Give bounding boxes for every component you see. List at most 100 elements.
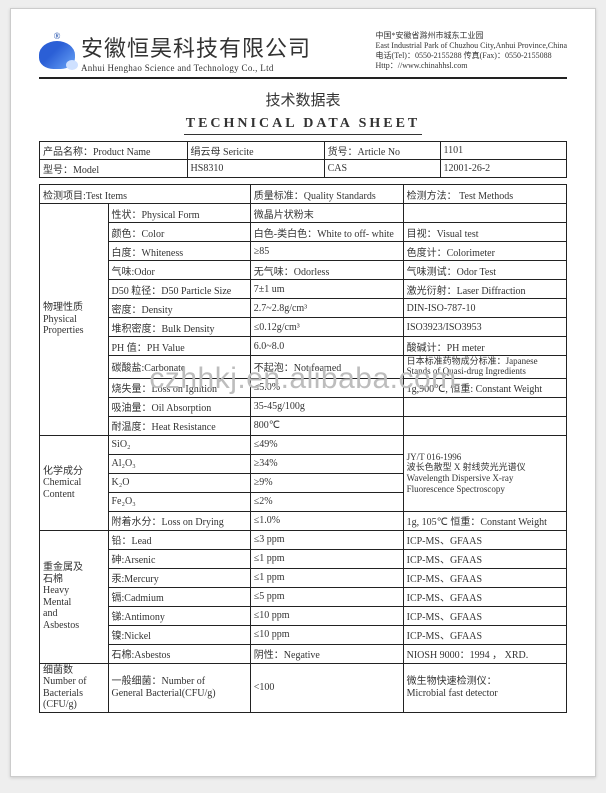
cell: ICP-MS、GFAAS — [403, 549, 566, 568]
cell: 颜色：Color — [108, 223, 250, 242]
cell: ICP-MS、GFAAS — [403, 625, 566, 644]
title-en: TECHNICAL DATA SHEET — [184, 116, 423, 135]
cell: DIN-ISO-787-10 — [403, 299, 566, 318]
cell: ≥9% — [250, 473, 403, 492]
cell: ISO3923/ISO3953 — [403, 318, 566, 337]
cell: Fe₂O₃ — [108, 492, 250, 511]
cas-label: CAS — [324, 160, 440, 178]
cell: ≤10 ppm — [250, 606, 403, 625]
cell: 无气味：Odorless — [250, 261, 403, 280]
data-table: 检测项目:Test Items 质量标准：Quality Standards 检… — [39, 184, 567, 713]
product-label: 产品名称：Product Name — [40, 142, 188, 160]
section-chemical: 化学成分ChemicalContent — [40, 435, 109, 530]
cell: ≤2% — [250, 492, 403, 511]
cell — [403, 416, 566, 435]
cell: 吸油量：Oil Absorption — [108, 397, 250, 416]
cell: ICP-MS、GFAAS — [403, 606, 566, 625]
cell: 镉:Cadmium — [108, 587, 250, 606]
cell: 微生物快速检测仪：Microbial fast detector — [403, 663, 566, 712]
model-value: HS8310 — [187, 160, 324, 178]
website: Http：//www.chinahhsl.com — [376, 61, 567, 71]
cell: Al₂O₃ — [108, 454, 250, 473]
cell: ≤5.0% — [250, 378, 403, 397]
cell — [403, 397, 566, 416]
cell: 1g, 105℃ 恒重：Constant Weight — [403, 511, 566, 530]
cell: 耐温度：Heat Resistance — [108, 416, 250, 435]
cell: 烧失量：Loss on Ignition — [108, 378, 250, 397]
document-page: czhhkj.en.alibaba.com ® 安徽恒昊科技有限公司 Anhui… — [10, 8, 596, 777]
cell: PH 值：PH Value — [108, 337, 250, 356]
cell: ≥34% — [250, 454, 403, 473]
cell: ICP-MS、GFAAS — [403, 530, 566, 549]
col-test: 检测项目:Test Items — [40, 185, 251, 204]
company-logo — [39, 41, 75, 69]
addr-cn: 中国*安徽省滁州市城东工业园 — [376, 31, 567, 41]
cell: 性状：Physical Form — [108, 204, 250, 223]
header-rule — [39, 77, 567, 79]
cell: 气味测试：Odor Test — [403, 261, 566, 280]
product-value: 绢云母 Sericite — [187, 142, 324, 160]
cell: 激光衍射：Laser Diffraction — [403, 280, 566, 299]
cell: 日本标准药物成分标准：JapaneseStands of Quasi-drug … — [403, 356, 566, 379]
cell: 白度：Whiteness — [108, 242, 250, 261]
cell: JY/T 016-1996波长色散型 X 射线荧光光谱仪Wavelength D… — [403, 435, 566, 511]
cell: 800℃ — [250, 416, 403, 435]
article-value: 1101 — [440, 142, 567, 160]
cell — [403, 204, 566, 223]
title-cn: 技术数据表 — [39, 89, 567, 110]
cell: 不起泡：Not foamed — [250, 356, 403, 379]
letterhead: ® 安徽恒昊科技有限公司 Anhui Henghao Science and T… — [39, 31, 567, 73]
cell: 1g,900℃, 恒重: Constant Weight — [403, 378, 566, 397]
tel-fax: 电话(Tel)：0550-2155288 传真(Fax)：0550-215508… — [376, 51, 567, 61]
article-label: 货号：Article No — [324, 142, 440, 160]
cell: NIOSH 9000：1994 ， XRD. — [403, 644, 566, 663]
cell: 锑:Antimony — [108, 606, 250, 625]
col-std: 质量标准：Quality Standards — [250, 185, 403, 204]
cell: 铅：Lead — [108, 530, 250, 549]
cell: ≤3 ppm — [250, 530, 403, 549]
cell: 密度：Density — [108, 299, 250, 318]
cell: 阴性：Negative — [250, 644, 403, 663]
cell: 6.0~8.0 — [250, 337, 403, 356]
cell: ≤10 ppm — [250, 625, 403, 644]
section-bacterial: 细菌数Number ofBacterials(CFU/g) — [40, 663, 109, 712]
cell: 汞:Mercury — [108, 568, 250, 587]
cell: D50 粒径：D50 Particle Size — [108, 280, 250, 299]
cell: K₂O — [108, 473, 250, 492]
cell: ≤1 ppm — [250, 568, 403, 587]
cell: ≤1 ppm — [250, 549, 403, 568]
section-heavy: 重金属及石棉HeavyMentalandAsbestos — [40, 530, 109, 663]
cell: SiO₂ — [108, 435, 250, 454]
cell: 7±1 um — [250, 280, 403, 299]
cell: ICP-MS、GFAAS — [403, 587, 566, 606]
cell: 镍:Nickel — [108, 625, 250, 644]
cell: 碳酸盐:Carbonate — [108, 356, 250, 379]
cell: 一般细菌：Number ofGeneral Bacterial(CFU/g) — [108, 663, 250, 712]
cell: 2.7~2.8g/cm³ — [250, 299, 403, 318]
cell: ≥85 — [250, 242, 403, 261]
cell: 砷:Arsenic — [108, 549, 250, 568]
cell: <100 — [250, 663, 403, 712]
company-name-en: Anhui Henghao Science and Technology Co.… — [81, 63, 311, 73]
cell: ≤49% — [250, 435, 403, 454]
cell: ≤0.12g/cm³ — [250, 318, 403, 337]
cell: 色度计：Colorimeter — [403, 242, 566, 261]
col-method: 检测方法： Test Methods — [403, 185, 566, 204]
model-label: 型号：Model — [40, 160, 188, 178]
section-physical: 物理性质PhysicalProperties — [40, 204, 109, 436]
cell: 35-45g/100g — [250, 397, 403, 416]
cell: ≤1.0% — [250, 511, 403, 530]
cell: 目视：Visual test — [403, 223, 566, 242]
header-table: 产品名称：Product Name 绢云母 Sericite 货号：Articl… — [39, 141, 567, 178]
registered-mark: ® — [54, 31, 61, 41]
cell: 白色-类白色：White to off- white — [250, 223, 403, 242]
cell: ≤5 ppm — [250, 587, 403, 606]
company-name-cn: 安徽恒昊科技有限公司 — [81, 31, 311, 63]
cell: ICP-MS、GFAAS — [403, 568, 566, 587]
cas-value: 12001-26-2 — [440, 160, 567, 178]
cell: 附着水分：Loss on Drying — [108, 511, 250, 530]
cell: 气味:Odor — [108, 261, 250, 280]
cell: 酸碱计：PH meter — [403, 337, 566, 356]
cell: 微晶片状粉末 — [250, 204, 403, 223]
addr-en: East Industrial Park of Chuzhou City,Anh… — [376, 41, 567, 51]
